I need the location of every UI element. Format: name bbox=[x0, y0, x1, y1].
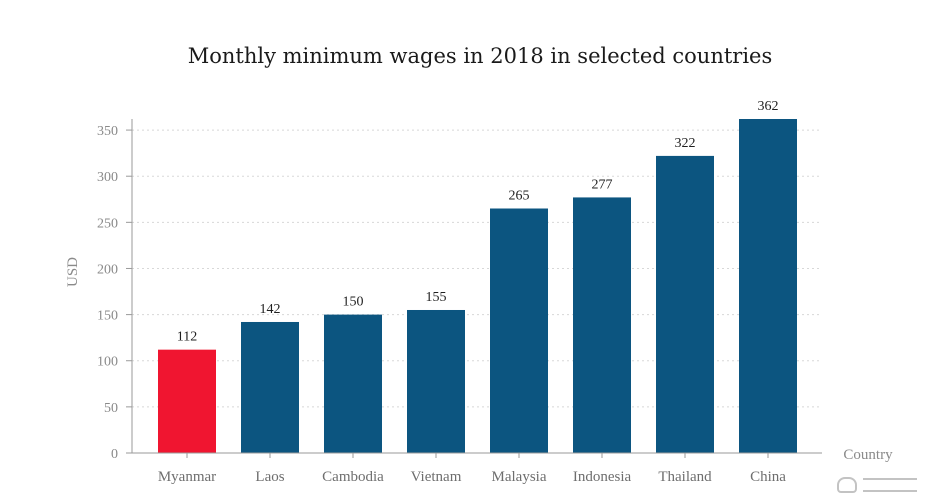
bar-myanmar bbox=[158, 349, 216, 453]
y-axis-title: USD bbox=[65, 257, 81, 287]
x-tick-label: Malaysia bbox=[492, 469, 547, 485]
labels: 0 50 100 150 200 250 300 350 Myanmar 112 Laos 142 Ca… bbox=[97, 99, 786, 485]
x-tick-label: China bbox=[750, 469, 786, 485]
axes bbox=[126, 119, 822, 458]
x-tick-label: Cambodia bbox=[322, 469, 384, 485]
bar-thailand bbox=[656, 155, 714, 454]
bar-vietnam bbox=[407, 309, 465, 453]
y-tick-label: 350 bbox=[97, 124, 118, 139]
x-tick-label: Myanmar bbox=[158, 469, 216, 485]
y-tick-label: 250 bbox=[97, 216, 118, 231]
data-label: 322 bbox=[675, 136, 696, 151]
bar-china bbox=[739, 119, 797, 453]
data-label: 265 bbox=[509, 188, 530, 203]
x-tick-label: Vietnam bbox=[411, 469, 462, 485]
bars bbox=[158, 119, 797, 454]
wechat-watermark bbox=[837, 474, 917, 496]
data-label: 112 bbox=[177, 330, 197, 345]
data-label: 155 bbox=[426, 290, 447, 305]
bar-indonesia bbox=[573, 197, 631, 453]
data-label: 277 bbox=[592, 177, 613, 192]
y-tick-label: 150 bbox=[97, 309, 118, 324]
data-label: 150 bbox=[343, 295, 364, 310]
chart-title: Monthly minimum wages in 2018 in selecte… bbox=[187, 44, 773, 68]
bar-laos bbox=[241, 321, 299, 453]
y-tick-label: 50 bbox=[104, 401, 118, 416]
x-tick-label: Indonesia bbox=[573, 469, 632, 485]
x-axis-title: Country bbox=[843, 447, 893, 463]
x-tick-label: Thailand bbox=[658, 469, 712, 485]
x-tick-label: Laos bbox=[255, 469, 284, 485]
y-tick-label: 0 bbox=[111, 447, 118, 462]
y-tick-label: 100 bbox=[97, 355, 118, 370]
y-tick-label: 200 bbox=[97, 262, 118, 277]
wechat-logo-icon bbox=[837, 477, 857, 493]
watermark-text bbox=[863, 478, 917, 492]
data-label: 142 bbox=[260, 302, 281, 317]
grid-lines bbox=[132, 129, 822, 408]
bar-malaysia bbox=[490, 208, 548, 453]
y-tick-label: 300 bbox=[97, 170, 118, 185]
data-label: 362 bbox=[758, 99, 779, 114]
bar-cambodia bbox=[324, 314, 382, 453]
